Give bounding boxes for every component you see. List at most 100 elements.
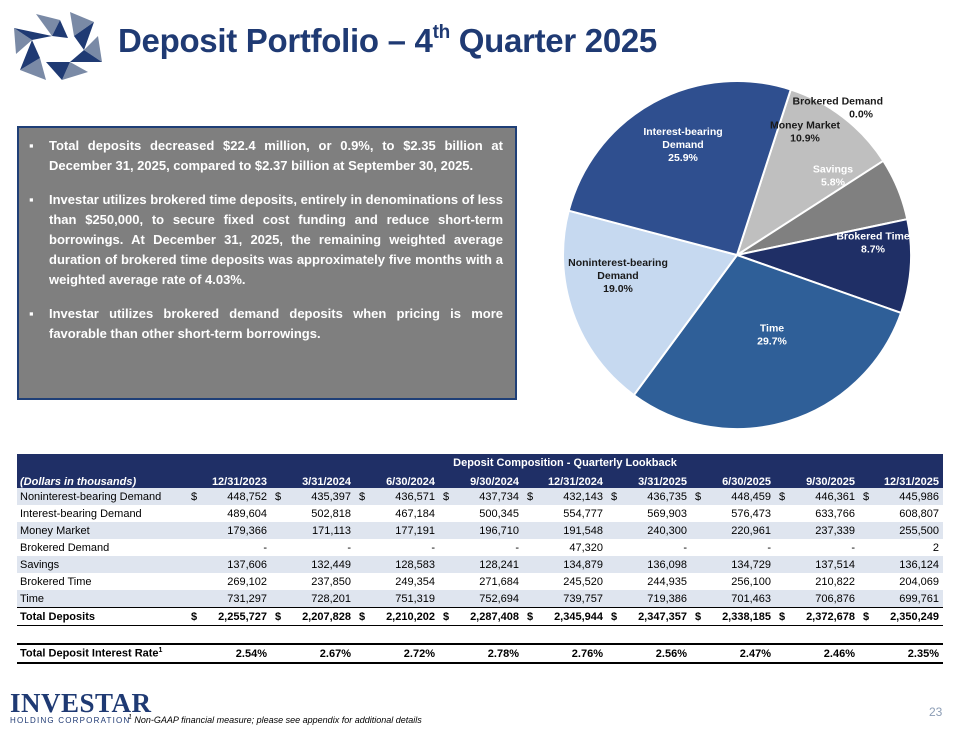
table-cell: 220,961 [691, 522, 775, 539]
currency-symbol: $ [863, 610, 870, 623]
table-cell-content: $2,255,727 [191, 611, 267, 623]
currency-symbol: $ [275, 610, 282, 623]
table-cell-content: $2,287,408 [443, 611, 519, 623]
table-cell: 467,184 [395, 507, 435, 520]
table-cell: - [263, 541, 267, 554]
table-cell-content: $2,347,357 [611, 611, 687, 623]
table-spacer-cell [17, 625, 187, 644]
table-cell-content: $435,397 [275, 491, 351, 503]
table-cell: 177,191 [355, 522, 439, 539]
cell-value: 2,338,185 [722, 610, 771, 623]
table-spacer-cell [187, 625, 271, 644]
summary-bullet-text: Investar utilizes brokered time deposits… [49, 192, 503, 287]
cell-value: 437,734 [479, 490, 519, 503]
table-label-header: (Dollars in thousands) [17, 471, 187, 488]
cell-value: 436,571 [395, 490, 435, 503]
table-cell: 2.47% [691, 643, 775, 664]
table-cell: 128,241 [439, 556, 523, 573]
table-cell: - [431, 541, 435, 554]
table-cell-content: $436,735 [611, 491, 687, 503]
table-cell: 271,684 [479, 575, 519, 588]
table-cell-content: $2,207,828 [275, 611, 351, 623]
summary-box: ▪ Total deposits decreased $22.4 million… [17, 126, 517, 400]
pie-label-value: 5.8% [821, 177, 846, 189]
table-cell: 706,876 [775, 590, 859, 608]
bullet-marker: ▪ [29, 138, 34, 153]
pie-slice [632, 253, 903, 430]
table-row: Money Market 179,366 171,113 177,191 196,710… [17, 522, 943, 539]
table-column-header: 12/31/2024 [523, 471, 607, 488]
pie-label-name: Demand [662, 139, 703, 151]
table-cell: 237,339 [775, 522, 859, 539]
table-cell: 751,319 [355, 590, 439, 608]
currency-symbol: $ [695, 610, 702, 623]
table-group-header: Deposit Composition - Quarterly Lookback [187, 454, 943, 471]
table-row-label: Total Deposit Interest Rate1 [17, 643, 187, 664]
pie-label: Interest-bearing Demand 25.9% [643, 126, 722, 164]
cell-value: 2,350,249 [890, 610, 939, 623]
table-spacer-cell [859, 625, 943, 644]
table-cell: 196,710 [439, 522, 523, 539]
cell-value: 2,372,678 [806, 610, 855, 623]
table-spacer-row [17, 625, 943, 644]
table-group-header-blank [17, 454, 187, 471]
table-cell: $448,752 [187, 488, 271, 505]
cell-value: 2,347,357 [638, 610, 687, 623]
table-cell: 210,822 [815, 575, 855, 588]
table-cell: 204,069 [899, 575, 939, 588]
summary-bullet: ▪ Investar utilizes brokered demand depo… [29, 304, 503, 344]
title-suffix: Quarter 2025 [449, 22, 658, 59]
table-cell: $2,207,828 [271, 607, 355, 626]
table-cell: $446,361 [775, 488, 859, 505]
table-column-header: 6/30/2025 [691, 471, 775, 488]
table-cell: $2,345,944 [523, 607, 607, 626]
pie-slice [567, 80, 793, 257]
currency-symbol: $ [443, 490, 450, 503]
currency-symbol: $ [611, 490, 618, 503]
pie-label-value: 25.9% [668, 152, 698, 164]
table-cell: 719,386 [607, 590, 691, 608]
pie-label-name: Interest-bearing [643, 126, 722, 138]
table-cell-content: $2,210,202 [359, 611, 435, 623]
table-column-header: 3/31/2024 [271, 471, 355, 488]
table-cell: 2.46% [775, 643, 859, 664]
cell-value: 436,735 [647, 490, 687, 503]
table-cell: $432,143 [523, 488, 607, 505]
currency-symbol: $ [443, 610, 450, 623]
table-cell: 255,500 [859, 522, 943, 539]
table-cell-content: $432,143 [527, 491, 603, 503]
currency-symbol: $ [863, 490, 870, 503]
cell-value: 432,143 [563, 490, 603, 503]
table-cell: 576,473 [731, 507, 771, 520]
summary-bullet: ▪ Investar utilizes brokered time deposi… [29, 190, 503, 290]
table-row-label: Total Deposits [17, 607, 187, 626]
table-cell: 136,098 [607, 556, 691, 573]
cell-value: 435,397 [311, 490, 351, 503]
pie-slice [733, 217, 912, 315]
table-cell: $436,571 [355, 488, 439, 505]
table-spacer-cell [691, 625, 775, 644]
table-cell: 244,935 [647, 575, 687, 588]
table-cell: 731,297 [187, 590, 271, 608]
table-cell: 134,879 [523, 556, 607, 573]
table-cell: 240,300 [607, 522, 691, 539]
bullet-marker: ▪ [29, 192, 34, 207]
table-cell-content: $437,734 [443, 491, 519, 503]
pie-label: Savings 5.8% [813, 164, 853, 189]
table-cell: $2,372,678 [775, 607, 859, 626]
table-cell-content: $2,350,249 [863, 611, 939, 623]
table-row-label: Noninterest-bearing Demand [17, 488, 187, 505]
table-column-header: 9/30/2024 [439, 471, 523, 488]
table-cell: 489,604 [227, 507, 267, 520]
table-cell: 502,818 [311, 507, 351, 520]
table-cell: - [851, 541, 855, 554]
title-prefix: Deposit Portfolio – 4 [118, 22, 433, 59]
currency-symbol: $ [779, 610, 786, 623]
rate-label-text: Total Deposit Interest Rate [20, 647, 159, 660]
pie-label-value: 0.0% [849, 109, 874, 121]
currency-symbol: $ [527, 610, 534, 623]
table-cell-content: $436,571 [359, 491, 435, 503]
pie-label: Time 29.7% [757, 323, 787, 348]
pie-slice [562, 209, 739, 397]
table-cell-content: $448,459 [695, 491, 771, 503]
